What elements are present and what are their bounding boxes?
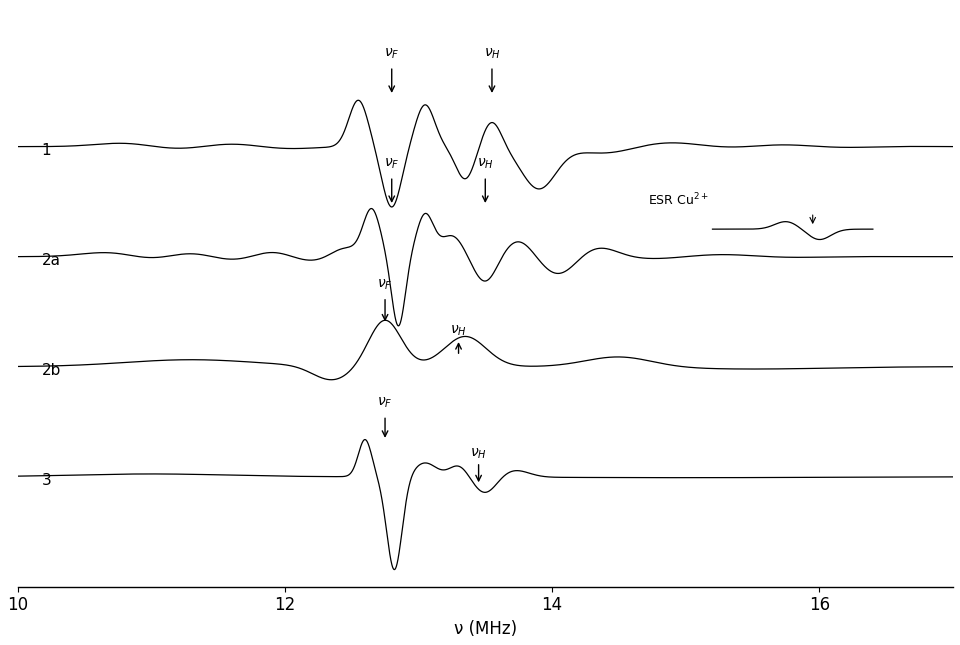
Text: 3: 3 [41,473,51,488]
Text: $\nu_H$: $\nu_H$ [477,157,493,171]
Text: ESR Cu$^{2+}$: ESR Cu$^{2+}$ [648,191,709,208]
Text: $\nu_H$: $\nu_H$ [484,46,500,61]
X-axis label: ν (MHz): ν (MHz) [454,620,516,638]
Text: 2b: 2b [41,363,60,379]
Text: $\nu_F$: $\nu_F$ [384,46,399,61]
Text: $\nu_F$: $\nu_F$ [384,157,399,171]
Text: $\nu_H$: $\nu_H$ [470,446,487,461]
Text: $\nu_F$: $\nu_F$ [377,277,393,292]
Text: $\nu_H$: $\nu_H$ [450,324,467,338]
Text: $\nu_F$: $\nu_F$ [377,396,393,410]
Text: 2a: 2a [41,253,60,268]
Text: 1: 1 [41,143,51,158]
